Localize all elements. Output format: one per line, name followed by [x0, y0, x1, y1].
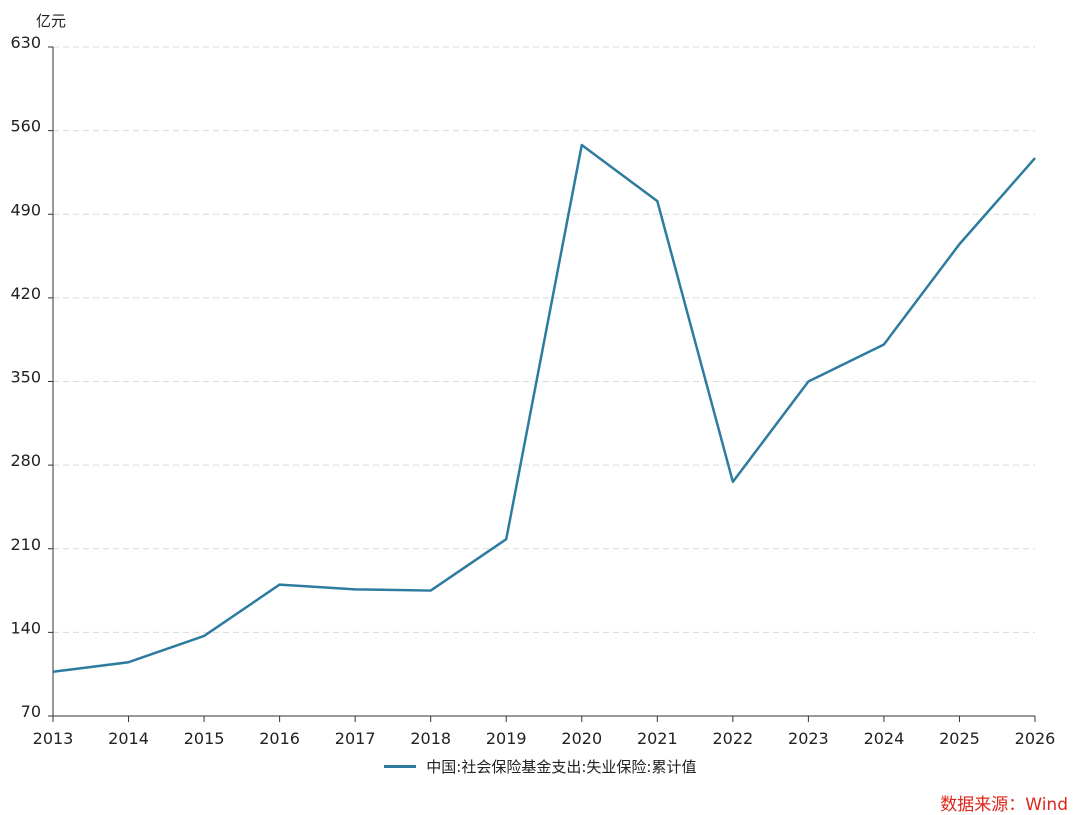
- x-tick-label: 2019: [486, 729, 527, 748]
- y-axis-unit-label: 亿元: [36, 12, 66, 30]
- x-tick-label: 2023: [788, 729, 829, 748]
- grid-lines: [53, 46, 1035, 633]
- legend-label: 中国:社会保险基金支出:失业保险:累计值: [426, 758, 697, 776]
- x-tick-label: 2025: [939, 729, 980, 748]
- series-layer: [52, 143, 1036, 674]
- y-tick-label: 280: [10, 451, 41, 470]
- x-tick-label: 2015: [184, 729, 225, 748]
- legend: 中国:社会保险基金支出:失业保险:累计值: [0, 756, 1080, 777]
- y-tick-label: 70: [21, 702, 41, 721]
- data-source-note: 数据来源：Wind: [940, 795, 1068, 815]
- x-tick-labels: 2013 2014 2015 2016 2017 2018 2019 2020 2021 2022…: [33, 729, 1056, 748]
- y-tick-label: 560: [10, 117, 41, 136]
- x-tick-label: 2022: [712, 729, 753, 748]
- y-tick-label: 350: [10, 368, 41, 387]
- x-tick-label: 2018: [410, 729, 451, 748]
- y-tick-label: 420: [10, 284, 41, 303]
- x-tick-label: 2024: [864, 729, 905, 748]
- x-tick-label: 2014: [108, 729, 149, 748]
- legend-swatch: [383, 765, 416, 768]
- x-tick-label: 2021: [637, 729, 678, 748]
- series-line: [52, 143, 1036, 674]
- y-tick-label: 210: [10, 535, 41, 554]
- y-tick-label: 490: [10, 200, 41, 219]
- x-tick-label: 2013: [33, 729, 74, 748]
- x-tick-label: 2026: [1015, 729, 1056, 748]
- y-tick-labels: 70 140 210 280 350 420 490 560 630: [10, 33, 41, 721]
- x-tick-label: 2017: [335, 729, 376, 748]
- x-tick-label: 2016: [259, 729, 300, 748]
- y-tick-label: 630: [10, 33, 41, 52]
- axes: [48, 46, 1036, 722]
- y-tick-label: 140: [10, 618, 41, 637]
- x-tick-label: 2020: [561, 729, 602, 748]
